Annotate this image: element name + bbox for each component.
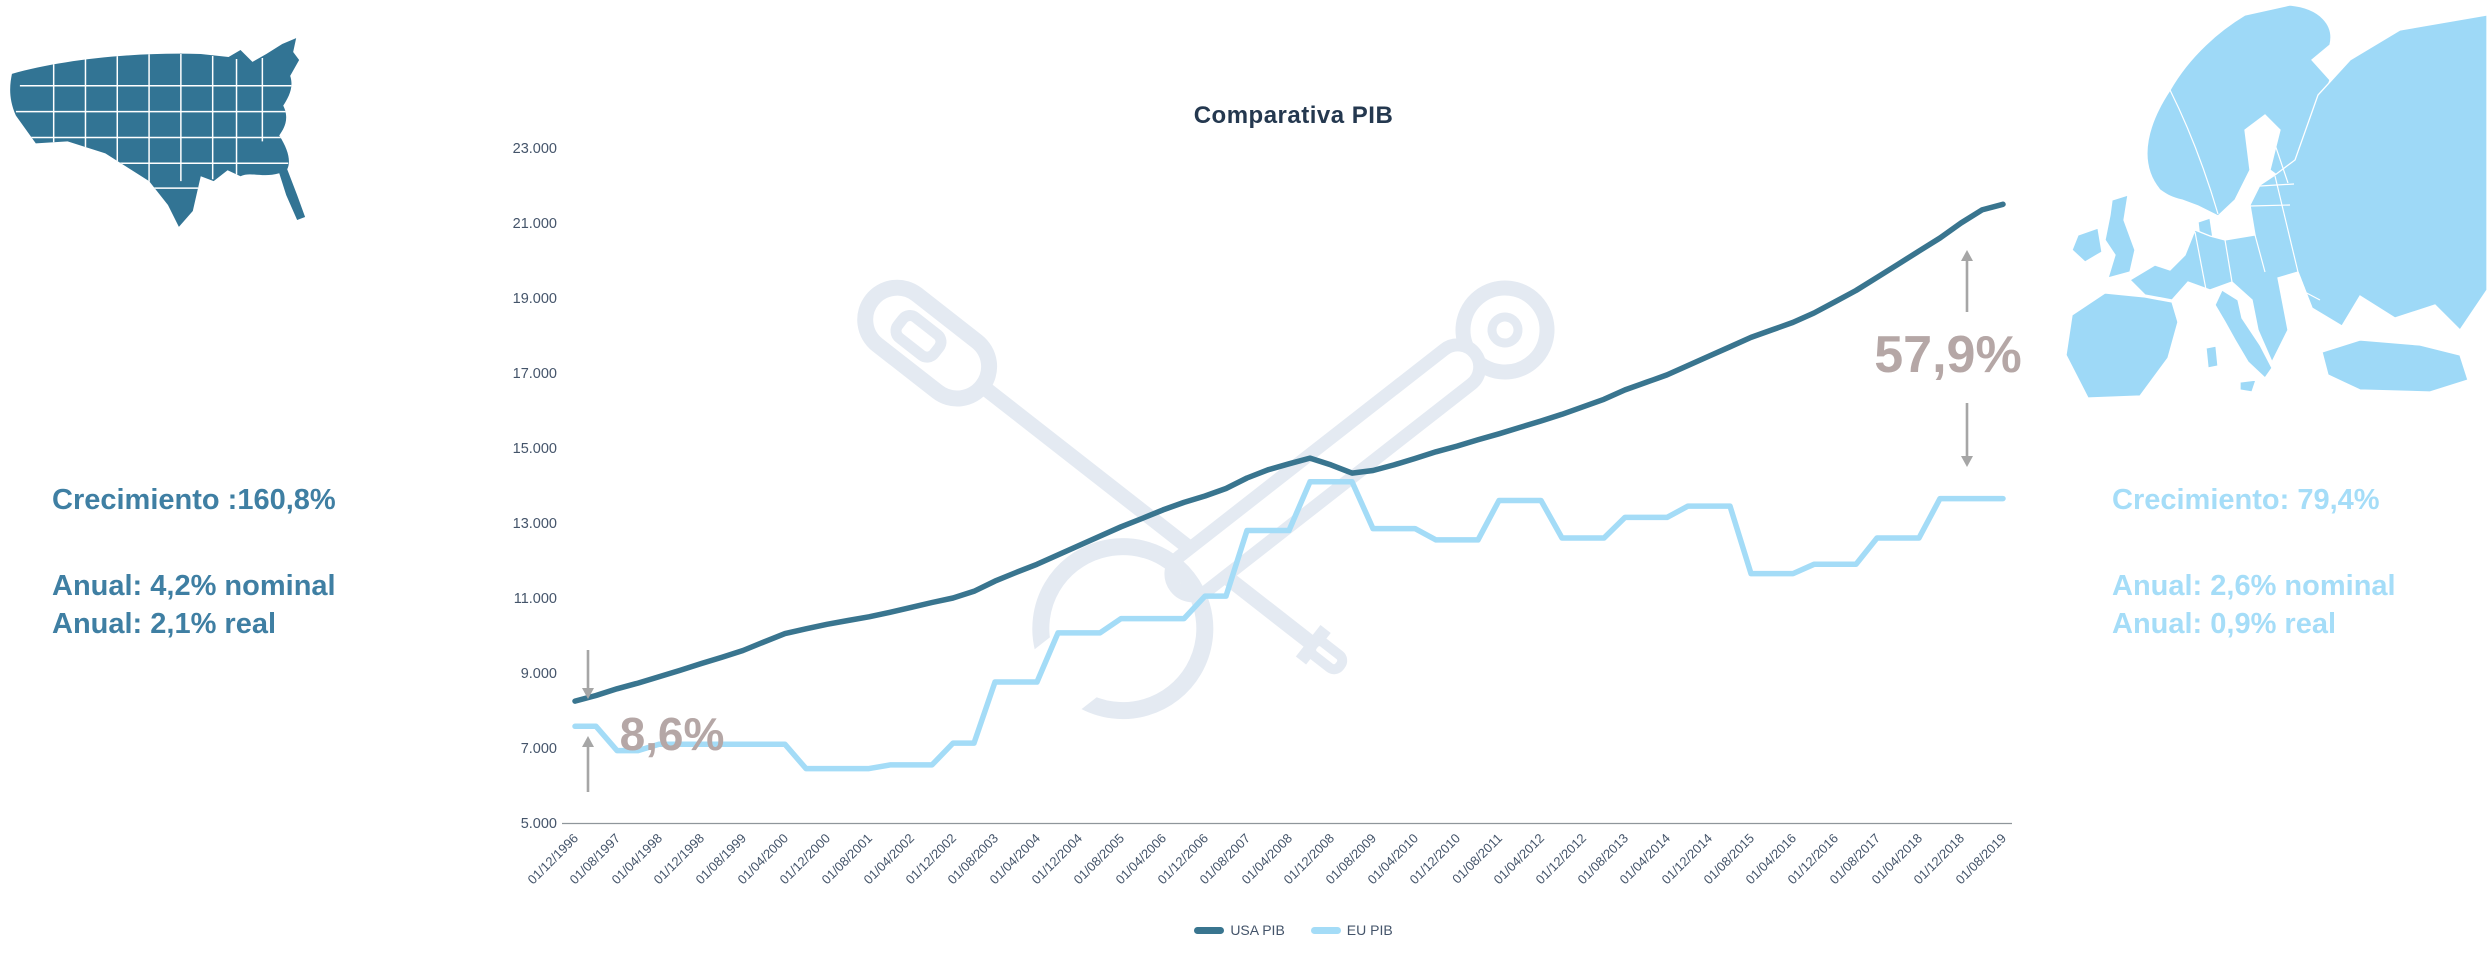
usa-map xyxy=(10,38,306,227)
y-tick-label: 7.000 xyxy=(521,741,557,757)
eu-stats-panel: Crecimiento: 79,4% Anual: 2,6% nominal A… xyxy=(2112,484,2489,643)
y-tick-label: 15.000 xyxy=(513,441,557,457)
iberia-shape xyxy=(2065,292,2179,399)
series-line-usa-pib xyxy=(572,201,2006,704)
eu-legend-label: EU PIB xyxy=(1346,922,1393,938)
series-line-eu-pib xyxy=(572,479,2006,772)
gap-arrow-icon xyxy=(582,650,594,699)
europe-map xyxy=(2065,4,2487,399)
eu-growth-nominal: Anual: 2,6% nominal xyxy=(2112,570,2396,602)
y-tick-label: 13.000 xyxy=(513,516,557,532)
usa-line-swatch xyxy=(1194,926,1225,934)
europe-country-borders xyxy=(2169,89,2321,323)
legend-item-usa: USA PIB xyxy=(1194,922,1285,938)
italy-shape xyxy=(2214,289,2273,379)
usa-growth-total: Crecimiento :160,8% xyxy=(52,484,336,516)
eu-line-swatch xyxy=(1310,926,1341,934)
start-gap-label: 8,6% xyxy=(620,708,725,760)
gap-arrow-icon xyxy=(582,736,594,792)
turkey-shape xyxy=(2321,339,2469,393)
gap-arrow-icon xyxy=(1961,250,1973,312)
usa-growth-nominal: Anual: 4,2% nominal xyxy=(52,570,336,602)
sicily-shape xyxy=(2239,379,2257,393)
y-tick-label: 9.000 xyxy=(521,666,557,682)
sardinia-shape xyxy=(2205,345,2219,369)
chart-legend: USA PIB EU PIB xyxy=(575,922,2012,938)
mainland-europe-shape xyxy=(2128,14,2487,364)
tools-watermark-icon xyxy=(857,279,1555,745)
y-tick-label: 19.000 xyxy=(513,291,557,307)
y-tick-label: 11.000 xyxy=(514,591,557,607)
y-tick-label: 5.000 xyxy=(521,816,557,832)
usa-growth-real: Anual: 2,1% real xyxy=(52,608,277,640)
great-britain-shape xyxy=(2104,194,2136,279)
europe-landmass xyxy=(2065,4,2487,399)
ireland-shape xyxy=(2071,227,2103,263)
chart-title: Comparativa PIB xyxy=(1193,102,1394,129)
legend-item-eu: EU PIB xyxy=(1310,922,1393,938)
y-tick-label: 17.000 xyxy=(513,366,557,382)
y-tick-label: 21.000 xyxy=(513,216,557,232)
end-gap-label: 57,9% xyxy=(1874,326,2021,384)
usa-stats-panel: Crecimiento :160,8% Anual: 4,2% nominal … xyxy=(52,484,512,643)
eu-growth-real: Anual: 0,9% real xyxy=(2112,608,2337,640)
y-tick-label: 23.000 xyxy=(513,141,557,157)
gap-arrow-icon xyxy=(1961,403,1973,467)
scandinavia-shape xyxy=(2146,4,2332,217)
usa-legend-label: USA PIB xyxy=(1230,922,1285,938)
eu-growth-total: Crecimiento: 79,4% xyxy=(2112,484,2380,516)
